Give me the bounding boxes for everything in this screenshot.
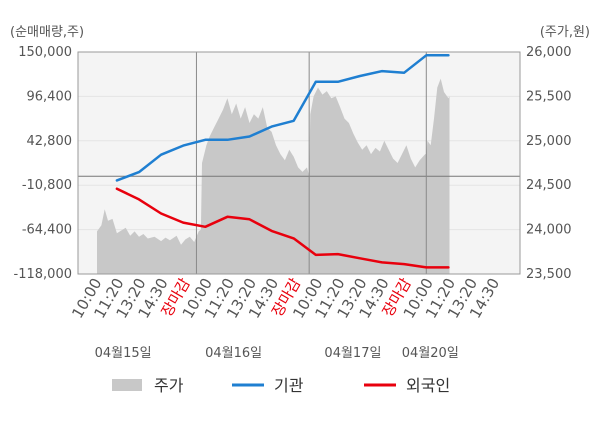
right-tick-label: 25,000 — [526, 134, 572, 149]
legend-swatch-price — [112, 379, 142, 391]
series-line-institution — [115, 54, 450, 182]
legend: 주가 기관 외국인 — [112, 376, 450, 395]
left-tick-label: -10,800 — [22, 178, 72, 193]
right-tick-label: 23,500 — [526, 267, 572, 282]
date-label: 04월16일 — [205, 346, 262, 361]
legend-label: 주가 — [154, 376, 184, 395]
series-line-foreigner — [115, 187, 450, 269]
left-tick-label: 42,800 — [27, 134, 73, 149]
date-labels: 04월15일 04월16일 04월17일 04월20일 — [95, 346, 459, 361]
left-tick-label: 96,400 — [27, 89, 73, 104]
left-tick-label: 150,000 — [18, 45, 72, 60]
right-axis-title: (주가,원) — [540, 25, 590, 40]
left-axis-ticks: 150,000 96,400 42,800 -10,800 -64,400 -118,00… — [14, 45, 72, 282]
left-axis-title: (순매매량,주) — [10, 25, 84, 40]
day-boundary-layer — [195, 52, 427, 274]
plot-frame — [77, 51, 521, 275]
right-axis-ticks: 26,000 25,500 25,000 24,500 24,000 23,500 — [526, 45, 572, 282]
right-tick-label: 24,000 — [526, 223, 572, 238]
date-label: 04월20일 — [402, 346, 459, 361]
date-label: 04월15일 — [95, 346, 152, 361]
legend-label: 기관 — [274, 376, 304, 395]
legend-label: 외국인 — [406, 376, 450, 395]
x-axis-ticks: 10:0011:2013:2014:30장마감10:0011:2013:2014… — [68, 275, 503, 322]
left-tick-label: -64,400 — [22, 223, 72, 238]
plot-border — [77, 51, 521, 275]
investor-lines-layer — [115, 54, 450, 269]
right-tick-label: 25,500 — [526, 89, 572, 104]
right-tick-label: 24,500 — [526, 178, 572, 193]
right-tick-label: 26,000 — [526, 45, 572, 60]
date-label: 04월17일 — [324, 346, 381, 361]
left-tick-label: -118,000 — [14, 267, 72, 282]
